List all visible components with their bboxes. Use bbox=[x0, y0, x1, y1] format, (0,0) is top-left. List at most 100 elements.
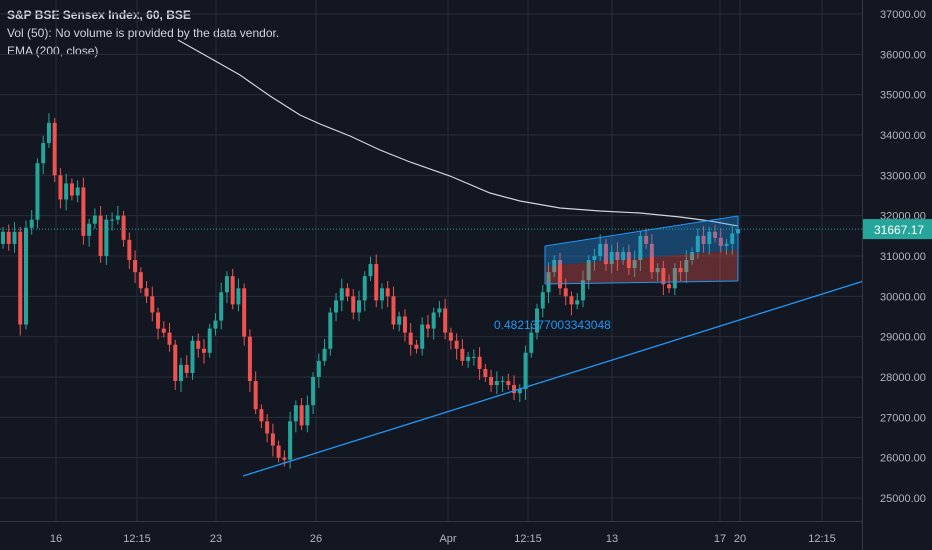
time-tick-label: 16 bbox=[50, 533, 62, 545]
candle-body bbox=[626, 251, 631, 269]
time-tick-label: 20 bbox=[734, 533, 746, 545]
candle-body bbox=[575, 300, 580, 305]
candle-body bbox=[236, 288, 241, 305]
ema-line[interactable] bbox=[177, 39, 739, 227]
candle-body bbox=[161, 328, 166, 333]
candle-body bbox=[661, 268, 666, 285]
candle-body bbox=[265, 421, 270, 434]
price-tick-label: 28000.00 bbox=[880, 372, 926, 384]
candle-body bbox=[29, 219, 34, 228]
candle-body bbox=[512, 385, 517, 394]
candle-body bbox=[718, 237, 723, 246]
candle-body bbox=[196, 340, 201, 349]
candle-body bbox=[46, 122, 51, 144]
candle-body bbox=[207, 328, 212, 353]
candle-body bbox=[374, 264, 379, 301]
price-tick-label: 37000.00 bbox=[880, 9, 926, 21]
candle-body bbox=[586, 260, 591, 281]
candle-body bbox=[12, 231, 17, 244]
candle-body bbox=[649, 243, 654, 273]
last-price-label: 31667.17 bbox=[874, 223, 924, 237]
candle-body bbox=[552, 260, 557, 273]
candle-body bbox=[190, 340, 195, 373]
candle-body bbox=[523, 352, 528, 390]
candle-body bbox=[655, 268, 660, 273]
candle-body bbox=[81, 187, 86, 236]
channel-upper-line bbox=[544, 215, 739, 247]
candle-body bbox=[270, 433, 275, 446]
candle-body bbox=[276, 445, 281, 458]
candle-body bbox=[454, 340, 459, 349]
candle-body bbox=[75, 187, 80, 196]
time-axis[interactable]: 16 12:15 23 26 Apr 12:15 13 17 20 12:15 bbox=[0, 521, 862, 550]
time-tick-label: 17 bbox=[714, 533, 726, 545]
candle-body bbox=[684, 260, 689, 273]
candle-body bbox=[6, 231, 11, 244]
candle-body bbox=[41, 143, 46, 164]
candle-body bbox=[247, 336, 252, 382]
candle-body bbox=[402, 316, 407, 333]
time-axis-panel bbox=[0, 521, 862, 550]
legend-symbol[interactable]: S&P BSE Sensex Index, 60, BSE bbox=[7, 8, 191, 22]
candle-body bbox=[535, 308, 540, 333]
candle-body bbox=[167, 332, 172, 345]
legend-volume[interactable]: Vol (50): No volume is provided by the d… bbox=[7, 26, 280, 40]
channel-lower-fill bbox=[545, 250, 738, 284]
candle-body bbox=[133, 260, 138, 273]
price-tick-label: 29000.00 bbox=[880, 332, 926, 344]
candle-body bbox=[253, 381, 258, 410]
candle-body bbox=[563, 288, 568, 297]
candle-body bbox=[603, 243, 608, 265]
candle-body bbox=[580, 280, 585, 301]
price-axis[interactable]: 25000.00 26000.00 27000.00 28000.00 29000.00… bbox=[862, 0, 932, 550]
candle-body bbox=[615, 251, 620, 261]
candle-body bbox=[672, 268, 677, 289]
candle-body bbox=[18, 231, 23, 325]
candle-body bbox=[69, 183, 74, 196]
candle-body bbox=[431, 312, 436, 329]
candle-body bbox=[127, 239, 132, 261]
candle-body bbox=[500, 381, 505, 383]
candle-body bbox=[201, 348, 206, 353]
candle-body bbox=[316, 360, 321, 377]
channel-lower-line bbox=[544, 280, 739, 285]
candles[interactable] bbox=[1, 113, 740, 469]
candle-body bbox=[517, 389, 522, 394]
candle-body bbox=[173, 344, 178, 382]
candle-body bbox=[448, 332, 453, 341]
candle-body bbox=[362, 276, 367, 301]
candle-body bbox=[184, 364, 189, 373]
candle-body bbox=[408, 332, 413, 345]
candle-body bbox=[391, 296, 396, 325]
candle-body bbox=[305, 405, 310, 426]
candle-body bbox=[546, 272, 551, 293]
candle-body bbox=[414, 344, 419, 349]
candle-body bbox=[489, 377, 494, 386]
candle-body bbox=[345, 288, 350, 297]
price-axis-panel bbox=[862, 0, 932, 550]
candle-body bbox=[87, 223, 92, 236]
price-tick-label: 31000.00 bbox=[880, 251, 926, 263]
candle-body bbox=[667, 284, 672, 289]
channel-label: 0.4821377003343048 bbox=[494, 318, 611, 332]
candle-body bbox=[638, 235, 643, 261]
ema-curve bbox=[177, 39, 739, 227]
time-tick-label: 23 bbox=[210, 533, 222, 545]
candle-body bbox=[701, 235, 706, 244]
candle-body bbox=[724, 243, 729, 246]
time-tick-label: Apr bbox=[439, 533, 456, 545]
price-tick-label: 33000.00 bbox=[880, 170, 926, 182]
candle-body bbox=[609, 251, 614, 265]
candle-body bbox=[58, 175, 63, 200]
candle-body bbox=[425, 324, 430, 329]
candle-body bbox=[713, 231, 718, 238]
price-tick-label: 36000.00 bbox=[880, 49, 926, 61]
price-tick-label: 27000.00 bbox=[880, 412, 926, 424]
price-tick-label: 26000.00 bbox=[880, 453, 926, 465]
candle-body bbox=[339, 288, 344, 301]
candle-body bbox=[357, 300, 362, 313]
candle-body bbox=[632, 260, 637, 269]
price-tick-label: 25000.00 bbox=[880, 493, 926, 505]
drawings[interactable]: 0.4821377003343048 bbox=[0, 215, 871, 477]
